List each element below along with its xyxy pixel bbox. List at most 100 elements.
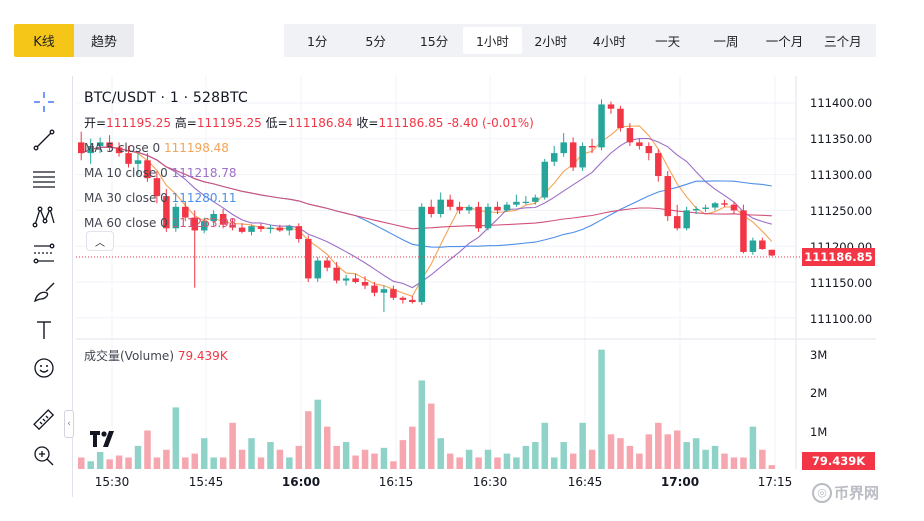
volume-bar [248,438,255,469]
price-axis[interactable]: 111400.00 111350.00 111300.00 111250.00 … [796,76,876,496]
volume-bar [144,430,151,469]
candle-body [267,227,274,230]
pattern-tool[interactable] [22,200,66,232]
toolbar-collapse-handle[interactable]: ‹ [64,410,74,438]
fib-tool[interactable] [22,238,66,270]
candle-body [210,213,217,222]
tradingview-logo[interactable] [86,426,122,452]
volume-bar [352,455,359,469]
zoom-tool[interactable] [22,440,66,472]
chevron-up-icon: ︿ [95,237,105,249]
close-value: 111186.85 [378,116,444,130]
ruler-tool[interactable] [22,404,66,436]
volume-bar [522,445,530,469]
interval-1mo[interactable]: 一个月 [765,34,804,49]
candle-body [768,249,776,256]
volume-bar [503,453,511,469]
ma60-legend[interactable]: MA 60 close 0 111263.98 [84,211,534,236]
volume-bar [740,457,747,469]
time-tick: 17:15 [757,475,793,489]
text-tool[interactable] [22,314,66,346]
ruler-icon [33,409,55,431]
kline-tab[interactable]: K线 [14,24,74,57]
candle-body [305,239,312,279]
price-tick: 111150.00 [810,276,873,290]
trend-tab[interactable]: 趋势 [74,24,134,57]
volume-bar [163,449,170,469]
candle-body [134,160,142,164]
ma60-value: 111263.98 [171,216,237,230]
interval-5m[interactable]: 5分 [365,34,386,49]
interval-15m[interactable]: 15分 [419,34,449,49]
ma10-line [81,138,772,289]
interval-1h[interactable]: 1小时 [463,27,522,54]
candle-body [144,160,151,179]
brush-tool[interactable] [22,276,66,308]
interval-1m[interactable]: 1分 [306,34,328,49]
candle-body [361,282,369,286]
candle-body [617,108,624,129]
volume-bar [314,399,321,469]
candle-body [428,206,435,214]
volume-bar [465,449,473,469]
volume-bar [428,403,435,469]
volume-bar [551,457,558,469]
ma30-label: MA 30 close 0 [84,191,168,205]
candle-body [399,297,407,300]
horizontal-lines-tool[interactable] [22,162,66,194]
candle-body [645,145,653,154]
volume-bar [295,445,303,469]
ma10-legend[interactable]: MA 10 close 0 111218.78 [84,161,534,186]
volume-bar [446,453,454,469]
candle-body [759,240,766,250]
candle-body [352,278,359,282]
time-tick: 16:00 [281,475,321,489]
candle-body [390,289,397,298]
volume-bar [749,426,757,469]
crosshair-tool[interactable] [22,86,66,118]
volume-bar [494,457,501,469]
high-label: 高= [174,116,197,130]
volume-bar [371,453,378,469]
ma5-legend[interactable]: MA 5 close 0 111198.48 [84,136,534,161]
watermark: ◎ 币界网 [812,482,879,503]
volume-bar [456,457,463,469]
legend-collapse-button[interactable]: ︿ [86,231,114,251]
volume-tick: 2M [810,386,828,400]
candle-body [503,204,511,211]
volume-bar [598,349,605,469]
volume-bar [191,453,199,469]
interval-1d[interactable]: 一天 [655,34,681,49]
interval-2h[interactable]: 2小时 [534,34,568,49]
ma5-line [81,125,773,297]
volume-legend: 成交量(Volume) 79.439K [84,347,228,364]
interval-4h[interactable]: 4小时 [592,34,626,49]
volume-bar [106,459,113,469]
low-label: 低= [265,116,288,130]
volume-bar [437,438,444,469]
trendline-tool[interactable] [22,124,66,156]
tradingview-logo-icon [90,431,114,447]
volume-bar [588,449,596,469]
candle-body [569,142,577,168]
volume-bar [683,442,690,469]
zoom-in-icon [34,446,54,466]
candle-body [730,204,738,211]
volume-bar [636,453,643,469]
emoji-tool[interactable] [22,352,66,384]
candle-body [541,161,549,198]
crosshair-icon [34,92,54,112]
candle-body [721,203,728,205]
volume-bar [219,457,227,469]
volume-bar [323,426,331,469]
ma60-label: MA 60 close 0 [84,216,168,230]
ma30-legend[interactable]: MA 30 close 0 111280.11 [84,186,534,211]
volume-bar [569,453,577,469]
interval-3mo[interactable]: 三个月 [824,34,862,49]
volume-bar [276,449,284,469]
price-tick: 111300.00 [810,168,873,182]
volume-label: 成交量(Volume) [84,349,174,363]
interval-1w[interactable]: 一周 [713,34,739,49]
volume-bar [673,430,681,469]
